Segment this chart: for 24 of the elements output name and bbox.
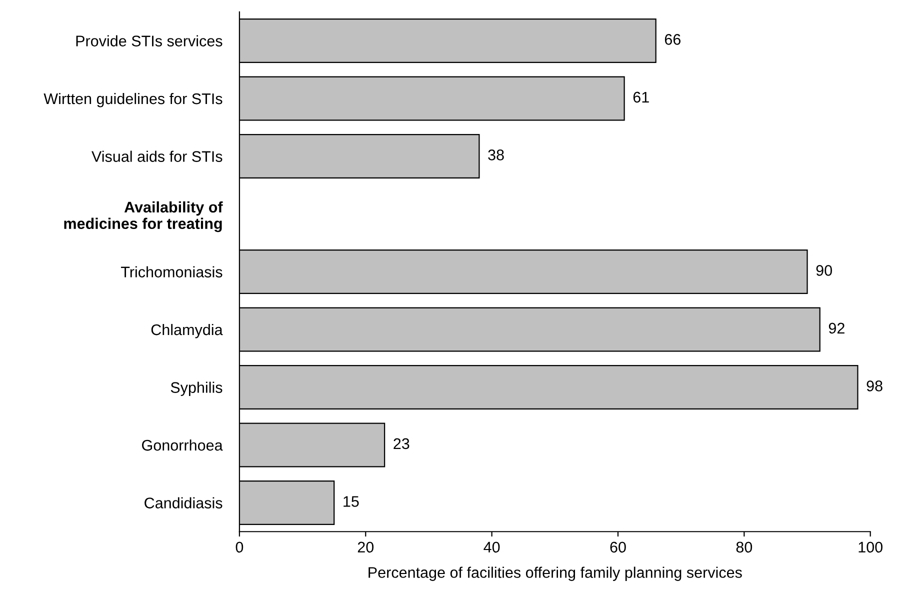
- y-tick-label: Candidiasis: [144, 497, 222, 508]
- y-tick-label: Provide STIs services: [76, 35, 222, 46]
- y-tick-label: Wirtten guidelines for STIs: [44, 92, 222, 108]
- x-tick-label: 20: [358, 542, 374, 553]
- y-tick-label: Availability of medicines for treating: [64, 201, 223, 232]
- x-tick-label: 40: [484, 542, 500, 553]
- data-label: 92: [828, 322, 844, 334]
- data-label: 61: [633, 92, 649, 103]
- y-tick-label: Syphilis: [170, 382, 222, 396]
- y-tick-label: Gonorrhoea: [142, 439, 223, 451]
- y-tick-label: Visual aids for STIs: [92, 150, 222, 162]
- data-label: 38: [488, 150, 504, 160]
- x-axis-title: Percentage of facilities offering family planning services: [368, 566, 742, 581]
- data-label: 23: [394, 438, 410, 450]
- x-tick-label: 60: [610, 542, 626, 553]
- y-tick-label: Trichomoniasis: [120, 266, 222, 278]
- data-label: 66: [664, 34, 680, 45]
- data-label: 98: [866, 380, 882, 392]
- x-tick-label: 0: [236, 542, 244, 553]
- data-label: 15: [344, 496, 359, 507]
- data-label: 90: [816, 265, 832, 276]
- x-tick-label: 80: [736, 542, 752, 553]
- y-tick-label: Chlamydia: [151, 324, 223, 338]
- x-tick-label: 100: [858, 542, 882, 553]
